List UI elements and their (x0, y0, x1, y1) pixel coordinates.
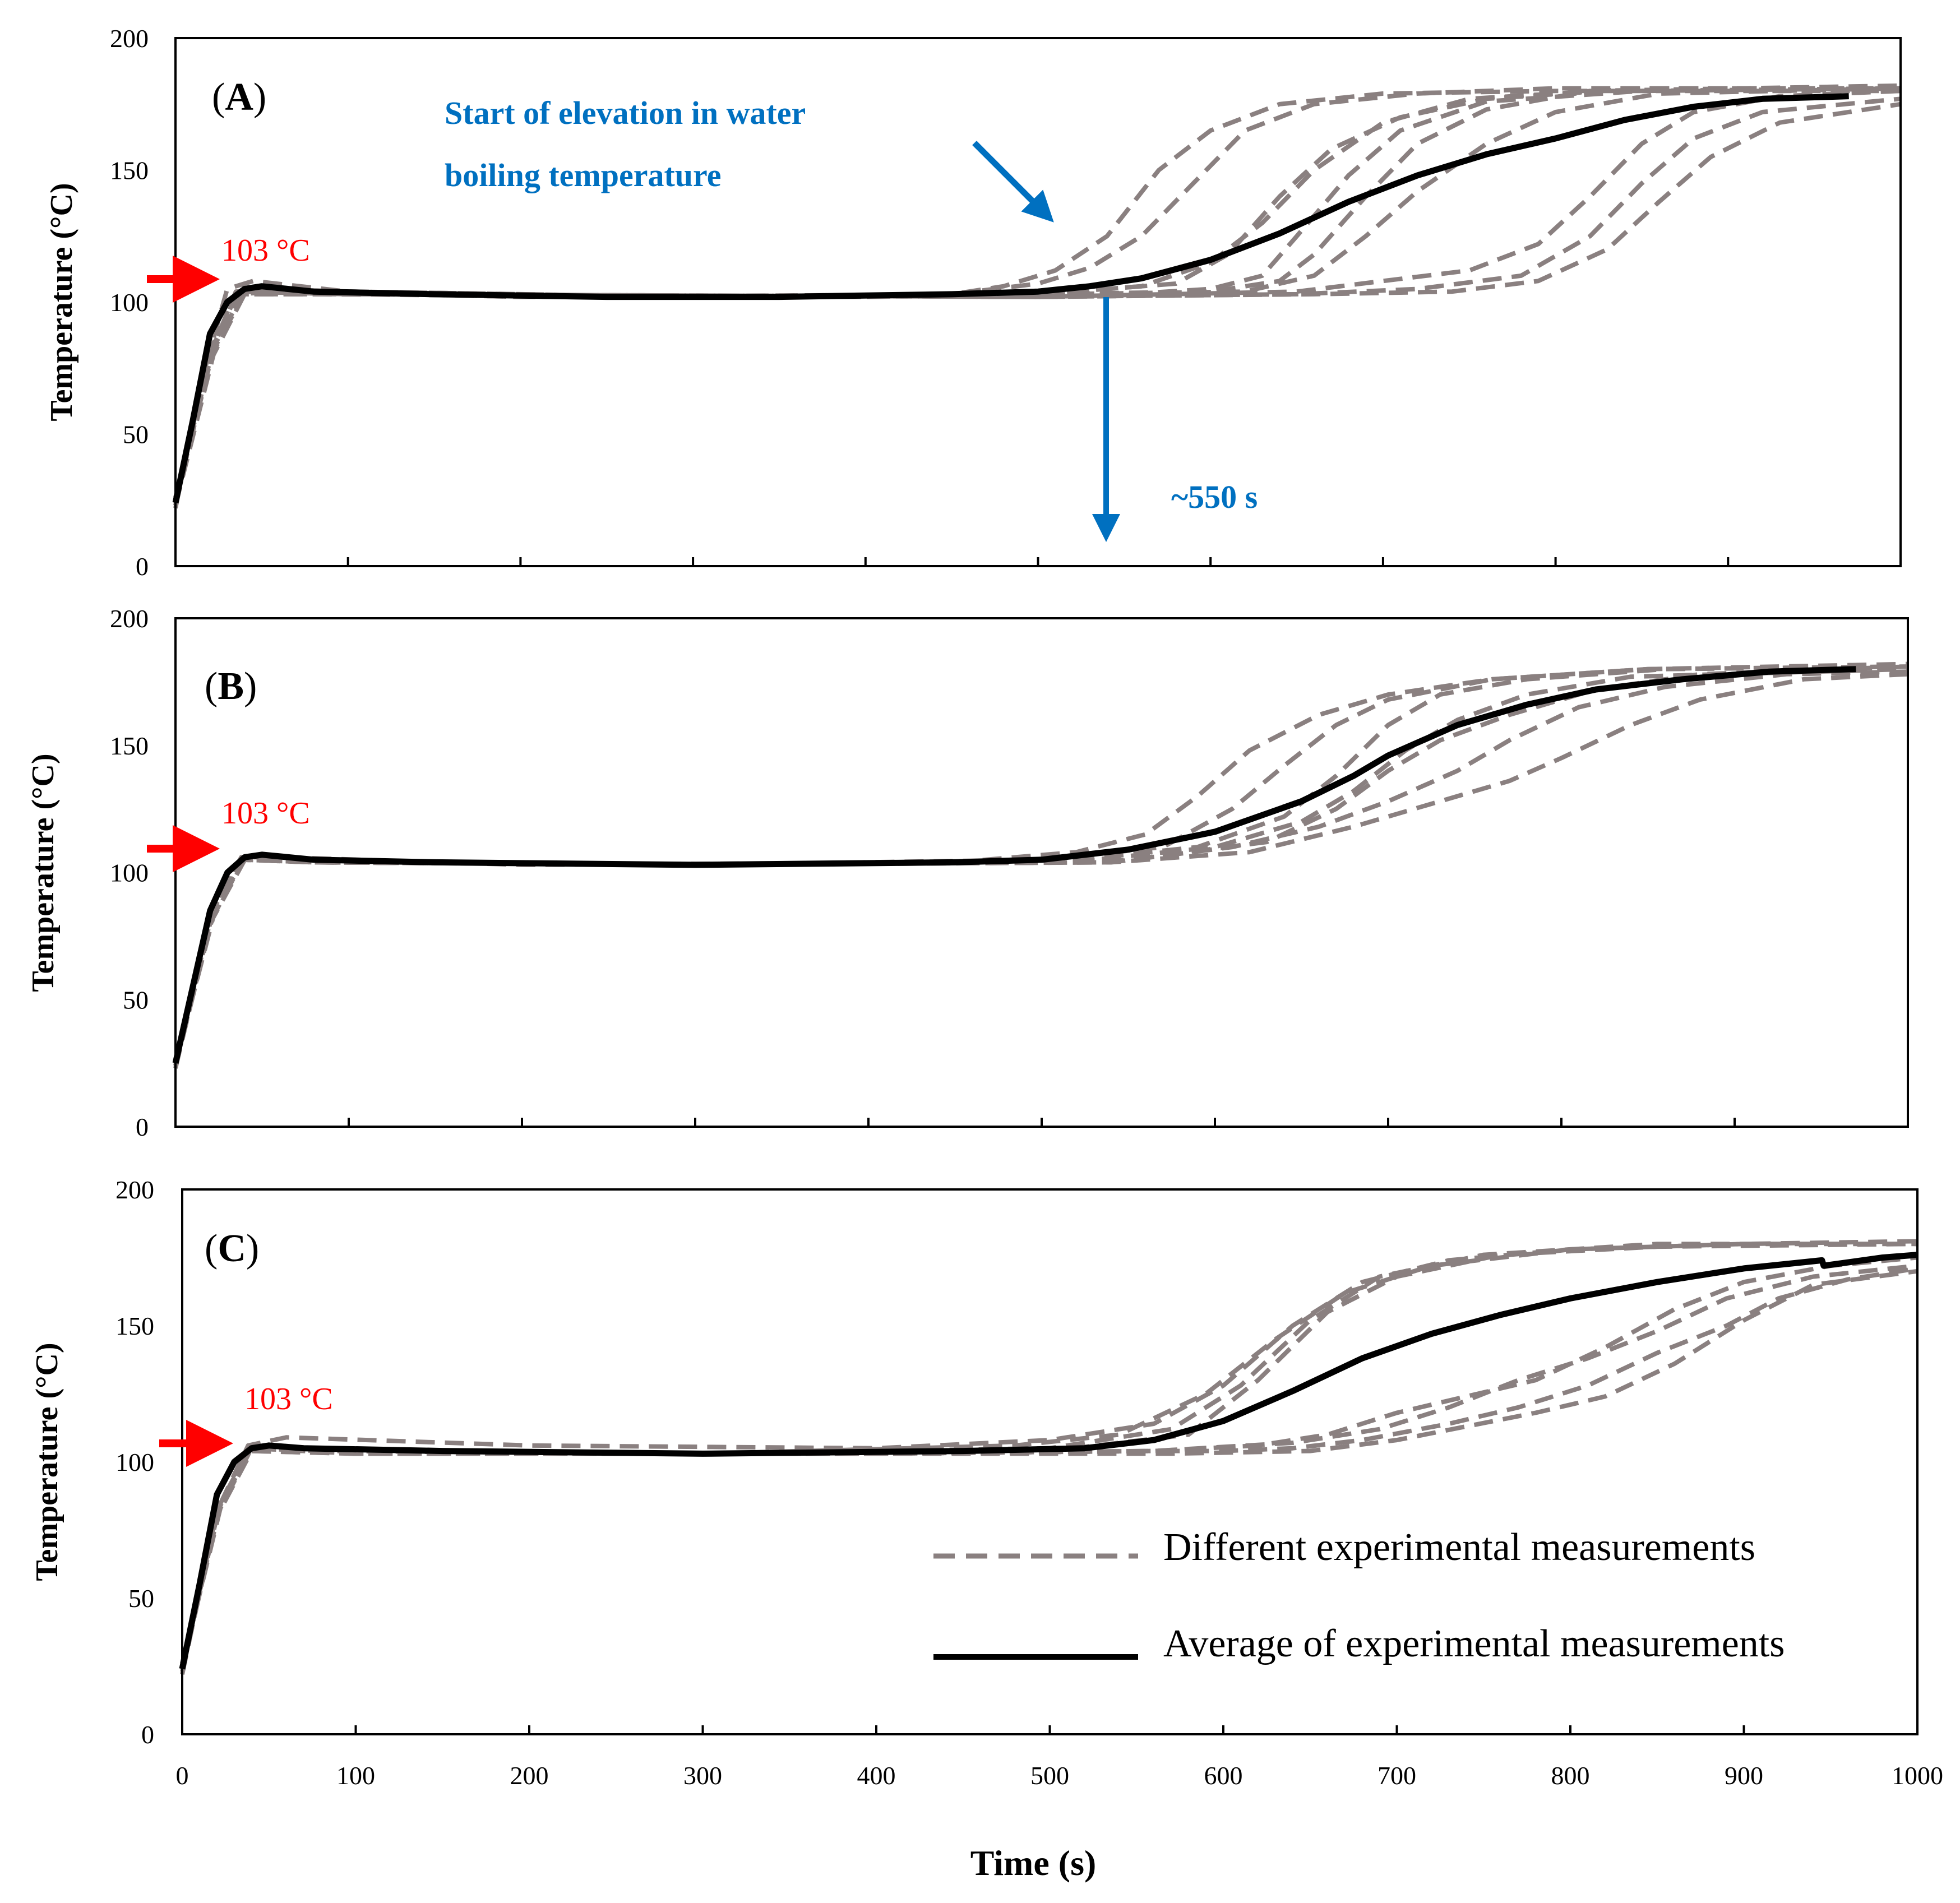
panel-c-measurement-m3 (180, 1242, 1917, 1670)
panel-b-y-ticks: 0 50 100 150 200 (110, 604, 149, 1141)
panel-b-x-ticks (174, 1118, 1909, 1127)
x-tick-label: 0 (176, 1761, 189, 1790)
panel-c: 0 50 100 150 200 Temperature (°C) (C) 103 °C… (30, 1175, 1919, 1749)
panel-c-y-ticks: 0 50 100 150 200 (115, 1175, 154, 1749)
panel-b-letter: B (218, 665, 244, 708)
y-tick-label: 200 (110, 24, 149, 53)
panel-c-measurement-m5 (180, 1255, 1918, 1673)
panel-b-label: (B) (205, 665, 257, 708)
y-tick-label: 50 (123, 420, 149, 449)
panel-b-measurement-m1 (173, 664, 1908, 1067)
panel-a-measurement-m3 (173, 86, 1901, 503)
y-tick-label: 50 (128, 1584, 154, 1613)
panel-c-y-axis-label: Temperature (°C) (30, 1342, 64, 1581)
y-tick-label: 100 (110, 859, 149, 887)
elevation-diagonal-arrow (972, 141, 1054, 223)
panel-b-measurement-m2 (173, 661, 1908, 1062)
x-tick-label: 400 (857, 1761, 896, 1790)
y-tick-label: 0 (136, 552, 149, 581)
y-tick-label: 0 (141, 1720, 154, 1749)
panel-b-measurement-m4 (173, 666, 1908, 1067)
panel-a-x-ticks (174, 557, 1902, 566)
panel-c-measurement-m7 (180, 1268, 1918, 1670)
y-tick-label: 100 (110, 288, 149, 317)
panel-a-label: (A) (212, 76, 266, 119)
y-tick-label: 50 (123, 985, 149, 1014)
panel-b-measurement-m5 (173, 669, 1908, 1062)
panel-c-measurement-m6 (180, 1263, 1918, 1667)
x-axis-label: Time (s) (970, 1843, 1097, 1883)
x-tick-label: 500 (1030, 1761, 1069, 1790)
panel-c-label: (C) (205, 1227, 259, 1270)
x-tick-label: 600 (1204, 1761, 1243, 1790)
panel-c-average-line (179, 1252, 1918, 1670)
x-axis-tick-labels: 0 100 200 300 400 500 600 700 800 900 1000 (176, 1761, 1944, 1790)
legend-measurements-label: Different experimental measurements (1163, 1526, 1755, 1569)
panel-b-peak-label: 103 °C (221, 796, 310, 831)
panel-c-measurement-m8 (180, 1266, 1918, 1664)
x-tick-label: 700 (1377, 1761, 1416, 1790)
panel-b-plot-frame (174, 617, 1909, 1128)
panel-a-measurement-m1 (173, 89, 1901, 509)
x-tick-label: 1000 (1892, 1761, 1943, 1790)
panel-a-measurement-m2 (173, 86, 1901, 498)
elevation-annotation-line1: Start of elevation in water (445, 95, 806, 131)
onset-time-label: ~550 s (1171, 479, 1258, 515)
panel-a-series (172, 83, 1901, 509)
x-tick-label: 100 (336, 1761, 375, 1790)
panel-b-series (172, 661, 1908, 1069)
y-tick-label: 150 (115, 1312, 154, 1340)
panel-a-y-axis-label: Temperature (°C) (44, 183, 79, 421)
panel-a-measurement-m8 (173, 89, 1901, 506)
panel-a-letter: A (225, 76, 253, 119)
panel-c-series (179, 1239, 1918, 1675)
panel-c-letter: C (218, 1227, 246, 1270)
x-tick-label: 900 (1725, 1761, 1763, 1790)
panel-c-x-ticks (181, 1725, 1919, 1734)
y-tick-label: 200 (110, 604, 149, 633)
y-tick-label: 150 (110, 156, 149, 185)
legend-average-label: Average of experimental measurements (1163, 1622, 1785, 1665)
panel-b-y-axis-label: Temperature (°C) (26, 753, 61, 992)
panel-c-peak-label: 103 °C (244, 1382, 333, 1416)
panel-b-measurement-m6 (173, 672, 1908, 1069)
panel-b: 0 50 100 150 200 Temperature (°C) (B) 103 °C (26, 604, 1909, 1141)
panel-a-peak-label: 103 °C (221, 233, 310, 268)
panel-c-measurement-m4 (180, 1242, 1918, 1664)
y-tick-label: 150 (110, 731, 149, 760)
y-tick-label: 0 (136, 1113, 149, 1141)
panel-a-average-line (172, 93, 1849, 504)
panel-a-y-ticks: 0 50 100 150 200 (110, 24, 149, 581)
x-tick-label: 200 (510, 1761, 549, 1790)
panel-a: 0 50 100 150 200 Temperature (°C) (A) 103 °C… (44, 24, 1902, 581)
x-tick-label: 800 (1551, 1761, 1590, 1790)
y-tick-label: 100 (115, 1448, 154, 1476)
x-tick-label: 300 (683, 1761, 722, 1790)
panel-c-measurement-m1 (180, 1242, 1917, 1675)
panel-b-average-line (172, 666, 1856, 1064)
panel-a-measurement-m10 (173, 101, 1901, 503)
y-tick-label: 200 (115, 1175, 154, 1204)
elevation-annotation-line2: boiling temperature (445, 157, 721, 193)
panel-a-measurement-m9 (173, 96, 1901, 501)
